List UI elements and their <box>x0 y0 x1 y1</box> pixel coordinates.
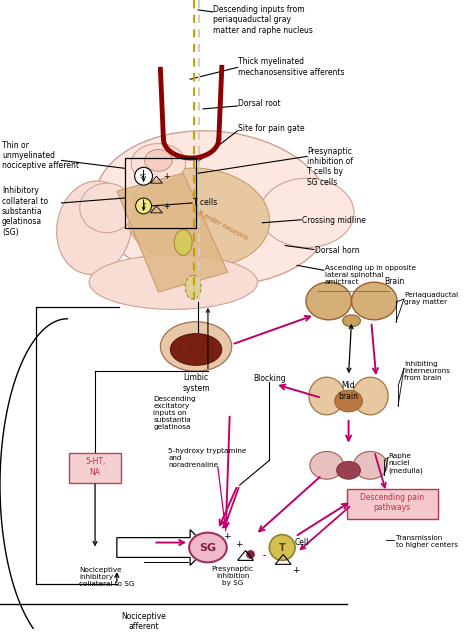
Ellipse shape <box>337 462 360 479</box>
Text: Periaquaductal
gray matter: Periaquaductal gray matter <box>404 292 458 305</box>
Ellipse shape <box>189 533 227 563</box>
Ellipse shape <box>354 451 387 479</box>
Text: +: + <box>235 540 242 549</box>
Ellipse shape <box>160 322 232 371</box>
Text: Site for pain gate: Site for pain gate <box>237 124 304 133</box>
Text: Mid
brain: Mid brain <box>338 382 358 401</box>
Text: Nociceptive
inhibitory
collateral to SG: Nociceptive inhibitory collateral to SG <box>79 567 135 587</box>
Text: Ascending up in opposite
lateral spinothal
amictract: Ascending up in opposite lateral spinoth… <box>325 265 416 285</box>
Ellipse shape <box>89 255 257 309</box>
Ellipse shape <box>343 315 360 327</box>
Text: +: + <box>292 566 300 575</box>
Text: Descending pain
pathways: Descending pain pathways <box>360 493 424 512</box>
Ellipse shape <box>131 144 186 183</box>
Text: Dorsal horn: Dorsal horn <box>315 246 359 255</box>
Text: T: T <box>279 542 285 552</box>
Ellipse shape <box>174 230 192 255</box>
Ellipse shape <box>352 282 397 320</box>
Ellipse shape <box>170 333 222 365</box>
Text: Raphe
nuclei
(medulla): Raphe nuclei (medulla) <box>388 453 423 474</box>
Ellipse shape <box>353 377 388 415</box>
Text: Thin or
unmyelinated
nociceptive afferent: Thin or unmyelinated nociceptive afferen… <box>2 140 79 170</box>
Ellipse shape <box>309 377 345 415</box>
Text: II order neurons: II order neurons <box>197 210 249 241</box>
Ellipse shape <box>260 178 354 248</box>
Ellipse shape <box>145 149 172 171</box>
Ellipse shape <box>94 131 331 285</box>
Text: T: T <box>142 203 145 208</box>
Text: Descending
excitatory
inputs on
substantia
gelatinosa: Descending excitatory inputs on substant… <box>154 396 196 430</box>
Circle shape <box>269 535 295 560</box>
Text: 5-hydroxy tryptamine
and
noradrenaline: 5-hydroxy tryptamine and noradrenaline <box>168 448 246 467</box>
Circle shape <box>246 551 255 558</box>
Ellipse shape <box>306 282 352 320</box>
Text: 5-HT,
NA: 5-HT, NA <box>85 457 105 477</box>
Text: Presynaptic
inhibition
by SG: Presynaptic inhibition by SG <box>212 566 254 586</box>
Text: Transmission
to higher centers: Transmission to higher centers <box>396 535 458 547</box>
Text: -: - <box>263 551 265 561</box>
Text: Inhibitory
collateral to
substantia
gelatinosa
(SG): Inhibitory collateral to substantia gela… <box>2 186 48 237</box>
Text: +: + <box>164 202 170 211</box>
Polygon shape <box>117 173 228 292</box>
Ellipse shape <box>310 451 344 479</box>
Text: Descending inputs from
periaquaductal gray
matter and raphe nucleus: Descending inputs from periaquaductal gr… <box>213 5 313 35</box>
Text: T cells: T cells <box>193 198 218 207</box>
Text: +: + <box>223 531 230 540</box>
Ellipse shape <box>56 181 132 274</box>
Ellipse shape <box>127 168 270 267</box>
Text: Thick myelinated
mechanosensitive afferents: Thick myelinated mechanosensitive affere… <box>237 57 344 77</box>
Text: Limbic
system: Limbic system <box>182 373 210 392</box>
FancyBboxPatch shape <box>346 489 438 519</box>
Text: Dorsal root: Dorsal root <box>237 99 280 108</box>
Text: Brain: Brain <box>384 277 404 286</box>
Ellipse shape <box>80 183 134 232</box>
Text: Crossing midline: Crossing midline <box>302 216 366 225</box>
FancyBboxPatch shape <box>69 453 121 483</box>
Text: +: + <box>164 172 170 181</box>
Ellipse shape <box>185 275 201 299</box>
Ellipse shape <box>335 390 363 412</box>
Text: Nociceptive
afferent: Nociceptive afferent <box>121 612 166 631</box>
Text: Blocking: Blocking <box>253 374 286 384</box>
Circle shape <box>136 198 152 214</box>
Text: SG: SG <box>200 542 217 552</box>
Text: SG: SG <box>140 174 147 178</box>
Text: Presynaptic
inhibition of
T cells by
SG cells: Presynaptic inhibition of T cells by SG … <box>307 147 353 187</box>
Polygon shape <box>117 530 208 565</box>
Text: Inhibiting
interneurons
from brain: Inhibiting interneurons from brain <box>404 361 450 382</box>
Circle shape <box>135 167 153 185</box>
Text: Cell: Cell <box>295 538 310 547</box>
